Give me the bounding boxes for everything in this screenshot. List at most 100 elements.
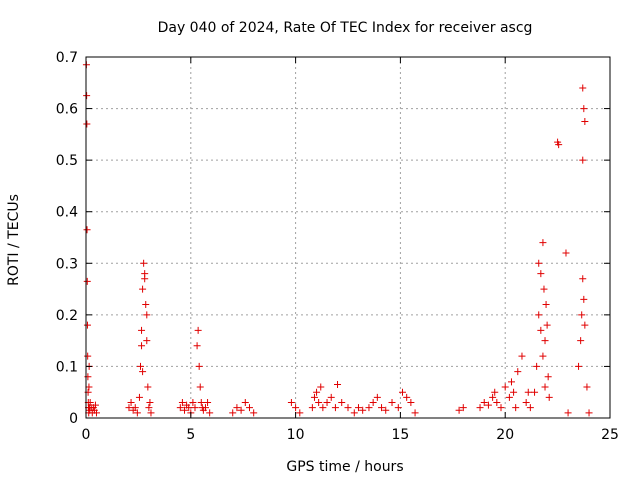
data-point [535, 259, 543, 267]
data-point [193, 342, 201, 350]
data-point [344, 404, 352, 412]
x-tick-label: 25 [601, 427, 619, 443]
data-point [541, 337, 549, 345]
y-axis-label: ROTI / TECUs [6, 194, 22, 286]
data-point [514, 368, 522, 376]
data-point [331, 404, 339, 412]
data-point [579, 84, 587, 92]
data-point [388, 399, 396, 407]
data-point [354, 404, 362, 412]
data-point [241, 399, 249, 407]
data-point [537, 270, 545, 278]
data-point [323, 399, 331, 407]
data-point [327, 393, 335, 401]
y-tick-label: 0.1 [56, 359, 78, 375]
data-point [191, 404, 199, 412]
data-point [84, 352, 92, 360]
data-point [313, 388, 321, 396]
data-point [555, 141, 563, 149]
data-point [315, 399, 323, 407]
data-point [578, 311, 586, 319]
data-point [581, 321, 589, 329]
data-point [84, 373, 92, 381]
data-point [562, 249, 570, 257]
data-point [141, 275, 149, 283]
data-point [531, 388, 539, 396]
y-tick-label: 0.7 [56, 50, 78, 66]
grid [86, 57, 610, 418]
data-point [308, 404, 316, 412]
data-point [138, 342, 146, 350]
data-point [518, 352, 526, 360]
data-point [378, 404, 386, 412]
data-point [407, 399, 415, 407]
data-point [539, 239, 547, 247]
data-point [524, 388, 532, 396]
data-point [491, 388, 499, 396]
data-point [526, 404, 534, 412]
data-point [545, 393, 553, 401]
x-tick-label: 15 [391, 427, 409, 443]
data-point [319, 404, 327, 412]
data-point [197, 399, 205, 407]
data-point [138, 326, 146, 334]
data-point [146, 399, 154, 407]
data-point [143, 337, 151, 345]
data-point [350, 409, 358, 417]
data-point [189, 399, 197, 407]
data-point [206, 409, 214, 417]
y-tick-label: 0.4 [56, 205, 78, 221]
data-point [539, 352, 547, 360]
data-point [459, 404, 467, 412]
data-point [493, 399, 501, 407]
data-point [83, 92, 91, 100]
chart-title: Day 040 of 2024, Rate Of TEC Index for r… [158, 20, 533, 36]
data-point [233, 404, 241, 412]
x-tick-label: 10 [287, 427, 305, 443]
data-point [583, 383, 591, 391]
data-point [136, 362, 144, 370]
data-point [83, 226, 91, 234]
data-point [585, 409, 593, 417]
data-point [497, 404, 505, 412]
data-point [125, 404, 133, 412]
x-tick-label: 0 [82, 427, 91, 443]
data-point [542, 301, 550, 309]
data-point [577, 337, 585, 345]
data-point [178, 399, 186, 407]
data-point [512, 404, 520, 412]
data-point [579, 275, 587, 283]
data-point [334, 380, 342, 388]
data-point [140, 259, 148, 267]
data-point [83, 120, 91, 128]
data-point [195, 362, 203, 370]
data-point [181, 406, 189, 414]
data-point [144, 383, 152, 391]
data-point [510, 388, 518, 396]
data-point [142, 301, 150, 309]
data-point [543, 321, 551, 329]
data-point [237, 406, 245, 414]
data-point [287, 399, 295, 407]
data-point [394, 404, 402, 412]
data-point [580, 295, 588, 303]
data-point [176, 404, 184, 412]
data-point [373, 393, 381, 401]
data-point [501, 383, 509, 391]
data-point [505, 393, 513, 401]
data-point [317, 383, 325, 391]
data-point [127, 399, 135, 407]
data-point [476, 404, 484, 412]
data-point [359, 406, 367, 414]
data-point [455, 406, 463, 414]
data-point [133, 409, 141, 417]
y-tick-label: 0.3 [56, 256, 78, 272]
data-point [147, 409, 155, 417]
data-point [139, 368, 147, 376]
data-point [86, 399, 94, 407]
data-point [564, 409, 572, 417]
data-point [369, 399, 377, 407]
data-point [411, 409, 419, 417]
data-point [580, 105, 588, 113]
